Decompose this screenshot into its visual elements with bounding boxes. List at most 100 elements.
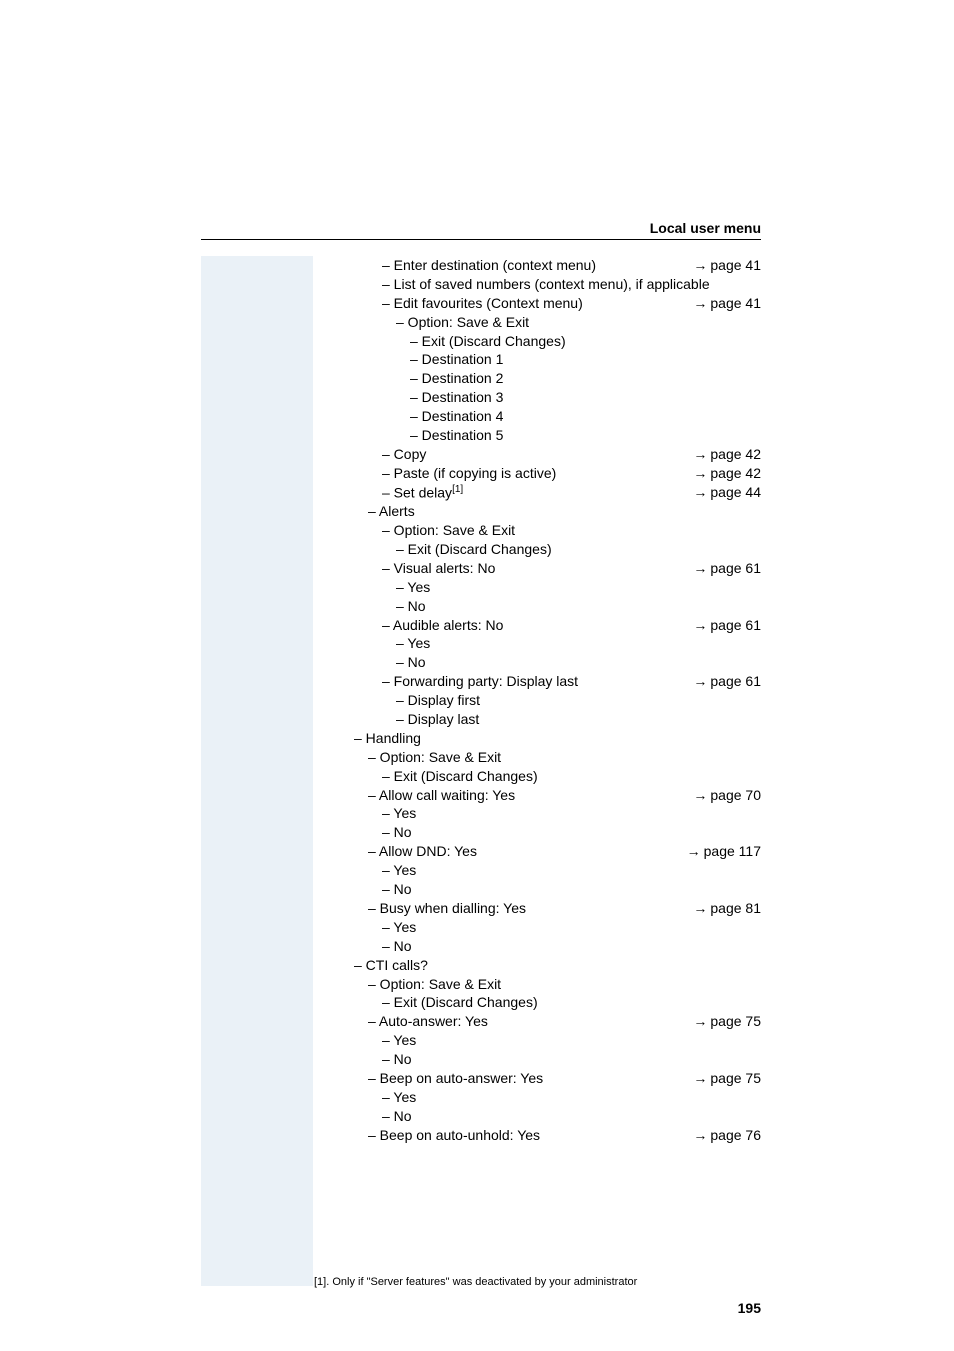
item-label: – Option: Save & Exit: [382, 521, 515, 540]
list-item: – Yes: [314, 578, 761, 597]
arrow-icon: →: [693, 1070, 707, 1086]
list-item: – Beep on auto-answer: Yes→page 75: [314, 1069, 761, 1088]
list-item: – No: [314, 597, 761, 616]
page-ref: →page 75: [693, 1069, 761, 1088]
item-label: – Exit (Discard Changes): [396, 540, 552, 559]
list-item: – Destination 2: [314, 369, 761, 388]
arrow-icon: →: [693, 787, 707, 803]
item-label: – Yes: [396, 578, 430, 597]
list-item: – Yes: [314, 1088, 761, 1107]
page-ref: →page 70: [693, 786, 761, 805]
page-ref-text: page 75: [710, 1070, 761, 1086]
page-ref-text: page 44: [710, 484, 761, 500]
list-item: – Allow DND: Yes→page 117: [314, 842, 761, 861]
page-ref-text: page 61: [710, 617, 761, 633]
item-label: – Destination 1: [410, 350, 503, 369]
list-item: – Forwarding party: Display last→page 61: [314, 672, 761, 691]
page-ref-text: page 42: [710, 446, 761, 462]
list-item: – No: [314, 823, 761, 842]
page-ref-text: page 61: [710, 673, 761, 689]
list-item: – Destination 5: [314, 426, 761, 445]
item-label: – Beep on auto-unhold: Yes: [368, 1126, 540, 1145]
page-ref: →page 41: [693, 256, 761, 275]
item-label: – Edit favourites (Context menu): [382, 294, 583, 313]
item-label: – No: [382, 937, 412, 956]
item-label: – Display first: [396, 691, 480, 710]
item-label: – Exit (Discard Changes): [410, 332, 566, 351]
list-item: – Busy when dialling: Yes →page 81: [314, 899, 761, 918]
arrow-icon: →: [693, 1127, 707, 1143]
list-item: – Yes: [314, 1031, 761, 1050]
arrow-icon: →: [693, 484, 707, 500]
item-label: – Destination 5: [410, 426, 503, 445]
list-item: – Display last: [314, 710, 761, 729]
list-item: – Destination 3: [314, 388, 761, 407]
arrow-icon: →: [693, 900, 707, 916]
page-ref: →page 81: [693, 899, 761, 918]
page-ref-text: page 41: [710, 257, 761, 273]
arrow-icon: →: [693, 295, 707, 311]
item-label: – Copy: [382, 445, 426, 464]
list-item: – No: [314, 1107, 761, 1126]
list-item: – CTI calls?: [314, 956, 761, 975]
list-item: – Yes: [314, 804, 761, 823]
item-label: – Yes: [382, 1088, 416, 1107]
list-item: – Enter destination (context menu) →page …: [314, 256, 761, 275]
page-ref: →page 41: [693, 294, 761, 313]
list-item: – Option: Save & Exit: [314, 313, 761, 332]
arrow-icon: →: [693, 1013, 707, 1029]
item-label: – No: [382, 880, 412, 899]
list-item: – Allow call waiting: Yes →page 70: [314, 786, 761, 805]
item-label: – Set delay[1]: [382, 483, 463, 503]
page-ref: →page 76: [693, 1126, 761, 1145]
item-label: – No: [396, 653, 426, 672]
page-ref: →page 42: [693, 445, 761, 464]
page-ref-text: page 81: [710, 900, 761, 916]
item-label: – Yes: [382, 918, 416, 937]
page-ref: →page 44: [693, 483, 761, 502]
list-item: – Exit (Discard Changes): [314, 332, 761, 351]
item-label: – Yes: [382, 804, 416, 823]
list-item: – Option: Save & Exit: [314, 975, 761, 994]
item-label: – List of saved numbers (context menu), …: [382, 275, 710, 294]
list-item: – Yes: [314, 634, 761, 653]
list-item: – Yes: [314, 861, 761, 880]
page-header: Local user menu: [201, 220, 761, 254]
item-label: – Enter destination (context menu): [382, 256, 596, 275]
item-label: – No: [382, 1050, 412, 1069]
list-item: – Exit (Discard Changes): [314, 540, 761, 559]
page-ref-text: page 41: [710, 295, 761, 311]
list-item: – Destination 4: [314, 407, 761, 426]
footnote: [1]. Only if "Server features" was deact…: [314, 1276, 761, 1288]
page-ref-text: page 117: [704, 843, 761, 859]
page-ref-text: page 42: [710, 465, 761, 481]
page-number: 195: [314, 1300, 761, 1316]
item-label: – Destination 4: [410, 407, 503, 426]
header-title: Local user menu: [650, 220, 761, 236]
sidebar-strip: [201, 256, 313, 1286]
item-label: – Visual alerts: No: [382, 559, 495, 578]
list-item: – Handling: [314, 729, 761, 748]
list-item: – Audible alerts: No→page 61: [314, 616, 761, 635]
page-ref: →page 42: [693, 464, 761, 483]
item-label: – Forwarding party: Display last: [382, 672, 578, 691]
item-label: – No: [396, 597, 426, 616]
list-item: – No: [314, 1050, 761, 1069]
page-ref-text: page 70: [710, 787, 761, 803]
item-label: – Busy when dialling: Yes: [368, 899, 526, 918]
list-item: – No: [314, 880, 761, 899]
list-item: – Auto-answer: Yes→page 75: [314, 1012, 761, 1031]
item-label: – Exit (Discard Changes): [382, 767, 538, 786]
item-label: – Allow call waiting: Yes: [368, 786, 515, 805]
item-label: – No: [382, 823, 412, 842]
item-label: – Paste (if copying is active): [382, 464, 556, 483]
arrow-icon: →: [693, 617, 707, 633]
header-row: Local user menu: [201, 220, 761, 240]
item-label: – Yes: [382, 1031, 416, 1050]
list-item: – Beep on auto-unhold: Yes →page 76: [314, 1126, 761, 1145]
item-label: – Option: Save & Exit: [368, 748, 501, 767]
page-ref: →page 117: [687, 842, 761, 861]
list-item: – Option: Save & Exit: [314, 521, 761, 540]
item-label: – Exit (Discard Changes): [382, 993, 538, 1012]
list-item: – Copy →page 42: [314, 445, 761, 464]
